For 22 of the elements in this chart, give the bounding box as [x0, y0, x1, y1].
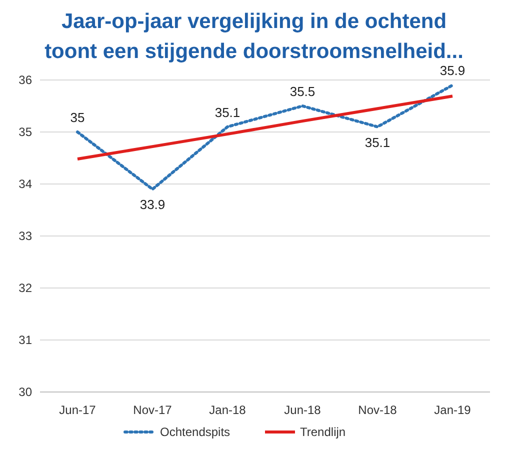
- data-label: 35.1: [364, 134, 390, 150]
- data-label: 35.9: [440, 63, 466, 78]
- y-tick-label: 32: [18, 281, 32, 295]
- data-label: 35.1: [214, 104, 240, 120]
- data-label: 35: [70, 110, 85, 125]
- y-tick-label: 34: [18, 177, 32, 191]
- data-label: 33.9: [140, 197, 166, 212]
- x-tick-label: Nov-18: [358, 403, 398, 417]
- legend-label: Trendlijn: [300, 425, 346, 439]
- y-tick-label: 30: [18, 385, 32, 399]
- y-tick-label: 36: [18, 73, 32, 87]
- x-tick-label: Jun-17: [59, 403, 96, 417]
- x-tick-label: Jan-18: [209, 403, 246, 417]
- y-tick-label: 33: [18, 229, 32, 243]
- x-tick-label: Jun-18: [284, 403, 322, 417]
- x-tick-label: Nov-17: [133, 403, 172, 417]
- y-tick-label: 31: [18, 333, 32, 347]
- x-tick-label: Jan-19: [434, 403, 472, 417]
- y-tick-label: 35: [18, 125, 32, 139]
- data-label: 35.5: [290, 84, 316, 99]
- legend-label: Ochtendspits: [160, 425, 230, 439]
- chart-title: Jaar-op-jaar vergelijking in de ochtend toont een stijgende doorstroomsnelheid...: [44, 10, 464, 63]
